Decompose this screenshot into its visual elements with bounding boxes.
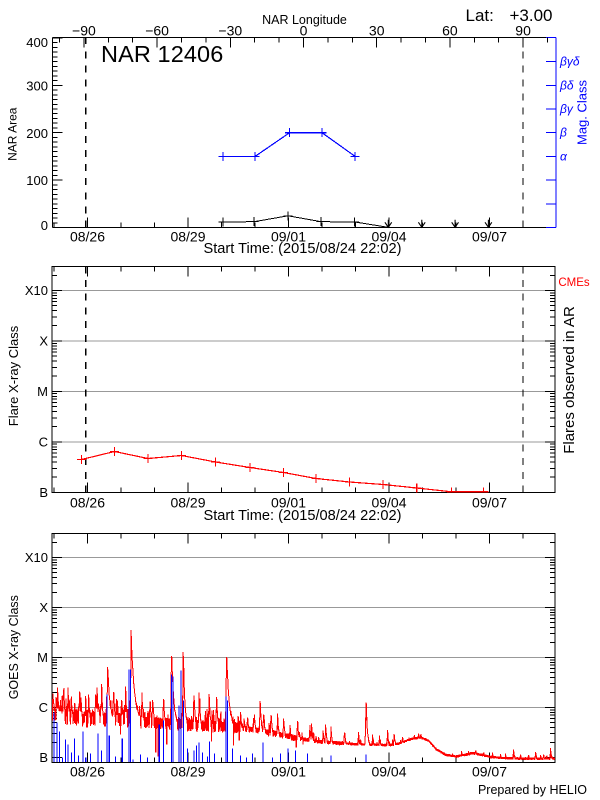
svg-text:0: 0 bbox=[300, 23, 308, 39]
svg-text:08/26: 08/26 bbox=[70, 764, 105, 780]
svg-text:08/29: 08/29 bbox=[170, 495, 205, 511]
svg-text:09/01: 09/01 bbox=[271, 229, 306, 245]
svg-text:βγδ: βγδ bbox=[559, 55, 580, 69]
svg-text:09/07: 09/07 bbox=[472, 764, 507, 780]
svg-text:0: 0 bbox=[41, 218, 48, 233]
svg-text:100: 100 bbox=[26, 173, 48, 188]
svg-text:09/04: 09/04 bbox=[371, 764, 406, 780]
svg-text:X: X bbox=[39, 600, 48, 615]
svg-text:C: C bbox=[39, 700, 48, 715]
svg-text:09/01: 09/01 bbox=[271, 764, 306, 780]
svg-text:βγ: βγ bbox=[559, 102, 574, 116]
svg-text:+3.00: +3.00 bbox=[509, 6, 552, 25]
svg-text:08/26: 08/26 bbox=[70, 229, 105, 245]
svg-text:α: α bbox=[560, 149, 568, 163]
svg-text:09/04: 09/04 bbox=[371, 229, 406, 245]
svg-text:M: M bbox=[37, 384, 48, 399]
svg-text:Flares observed in AR: Flares observed in AR bbox=[561, 306, 578, 454]
svg-text:GOES X-ray Class: GOES X-ray Class bbox=[7, 595, 21, 699]
svg-text:B: B bbox=[39, 750, 48, 765]
svg-text:X: X bbox=[39, 334, 48, 349]
svg-text:08/29: 08/29 bbox=[170, 229, 205, 245]
svg-text:Prepared by HELIO: Prepared by HELIO bbox=[478, 783, 587, 797]
svg-text:08/29: 08/29 bbox=[170, 764, 205, 780]
svg-text:C: C bbox=[39, 435, 48, 450]
svg-text:09/07: 09/07 bbox=[472, 229, 507, 245]
svg-text:CMEs: CMEs bbox=[558, 277, 590, 289]
svg-text:−30: −30 bbox=[218, 23, 242, 39]
svg-text:200: 200 bbox=[26, 126, 48, 141]
svg-text:Mag. Class: Mag. Class bbox=[575, 79, 590, 145]
svg-text:X10: X10 bbox=[25, 550, 48, 565]
svg-text:B: B bbox=[39, 485, 48, 500]
svg-text:NAR Longitude: NAR Longitude bbox=[262, 13, 347, 27]
svg-text:09/04: 09/04 bbox=[371, 495, 406, 511]
svg-text:30: 30 bbox=[369, 23, 385, 39]
svg-text:Lat:: Lat: bbox=[466, 6, 494, 25]
svg-text:60: 60 bbox=[442, 23, 458, 39]
svg-text:08/26: 08/26 bbox=[70, 495, 105, 511]
svg-text:Start Time: (2015/08/24 22:02): Start Time: (2015/08/24 22:02) bbox=[204, 241, 402, 257]
svg-text:300: 300 bbox=[26, 78, 48, 93]
svg-text:NAR Area: NAR Area bbox=[6, 107, 20, 161]
svg-text:90: 90 bbox=[515, 23, 531, 39]
svg-text:−60: −60 bbox=[145, 23, 169, 39]
svg-text:X10: X10 bbox=[25, 283, 48, 298]
svg-text:−90: −90 bbox=[72, 23, 96, 39]
svg-text:09/07: 09/07 bbox=[472, 495, 507, 511]
svg-text:M: M bbox=[37, 650, 48, 665]
svg-text:400: 400 bbox=[26, 35, 48, 50]
svg-text:β: β bbox=[559, 126, 567, 140]
svg-text:βδ: βδ bbox=[559, 78, 574, 92]
svg-text:NAR 12406: NAR 12406 bbox=[101, 41, 223, 67]
svg-text:Start Time: (2015/08/24 22:02): Start Time: (2015/08/24 22:02) bbox=[204, 508, 402, 524]
svg-text:09/01: 09/01 bbox=[271, 495, 306, 511]
svg-text:Flare X-ray Class: Flare X-ray Class bbox=[6, 325, 21, 426]
